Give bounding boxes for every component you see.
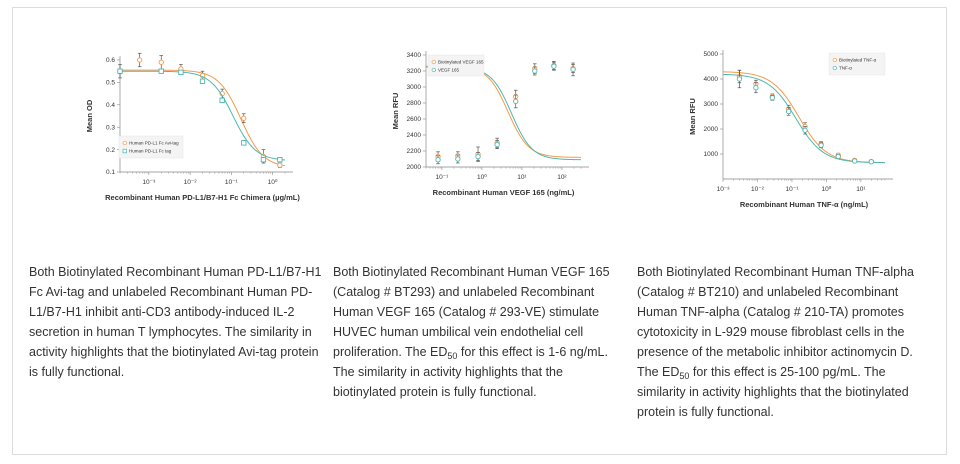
legend-box xyxy=(427,54,485,77)
x-tick-label: 10⁻¹ xyxy=(225,179,239,186)
data-point xyxy=(802,127,808,133)
data-point xyxy=(137,57,143,63)
data-point xyxy=(277,157,283,163)
y-tick-label: 1000 xyxy=(704,151,719,158)
y-tick-label: 0.3 xyxy=(106,124,115,131)
fit-curve xyxy=(722,71,886,164)
x-tick-label: 10⁻¹ xyxy=(786,186,800,193)
fit-curve xyxy=(426,65,582,158)
x-axis-title: Recombinant Human VEGF 165 (ng/mL) xyxy=(433,188,575,197)
legend-label: Biotinylated VEGF 165 xyxy=(438,60,484,65)
data-point xyxy=(178,69,184,75)
data-point xyxy=(570,66,576,73)
data-point xyxy=(241,115,247,121)
fit-curve xyxy=(722,73,886,164)
fit-curve xyxy=(426,66,582,161)
y-tick-label: 0.5 xyxy=(106,80,115,87)
pd-l1-caption: Both Biotinylated Recombinant Human PD-L… xyxy=(29,265,322,379)
data-point xyxy=(435,157,441,163)
y-tick-label: 3000 xyxy=(704,101,719,108)
y-axis-title: Mean RFU xyxy=(391,93,400,130)
x-tick-label: 10² xyxy=(557,174,567,181)
data-point xyxy=(868,159,874,165)
y-tick-label: 3000 xyxy=(407,84,422,91)
data-point xyxy=(818,142,824,148)
data-point xyxy=(241,140,247,146)
data-point xyxy=(455,156,461,162)
legend-label: VEGF 165 xyxy=(438,68,460,73)
y-axis-title: Mean OD xyxy=(85,99,94,132)
data-point xyxy=(513,98,519,105)
x-tick-label: 10⁰ xyxy=(822,185,832,193)
y-tick-label: 0.4 xyxy=(106,102,115,109)
data-point xyxy=(753,85,759,91)
data-point xyxy=(835,153,841,160)
legend-marker xyxy=(122,140,127,146)
data-point xyxy=(785,108,792,115)
data-point xyxy=(551,63,557,69)
data-point xyxy=(769,95,775,101)
pd-l1-chart: 0.1 0.2 0.3 0.4 0.5 0.6 10⁻³ 10⁻² 10⁻¹ 10⁰ Recombi… xyxy=(85,52,300,202)
legend-marker xyxy=(122,148,127,154)
y-tick-label: 0.6 xyxy=(106,57,115,64)
y-tick-label: 0.1 xyxy=(106,169,115,176)
y-tick-label: 2000 xyxy=(407,164,422,171)
data-point xyxy=(199,78,206,84)
legend-label: Biotinylated TNF-α xyxy=(839,58,877,63)
legend-label: Human PD-L1 Fc Avi-tag xyxy=(129,141,179,146)
legend-marker xyxy=(832,65,837,71)
y-tick-label: 3400 xyxy=(407,52,422,59)
y-tick-label: 2200 xyxy=(407,148,422,155)
data-point xyxy=(852,158,858,164)
data-point xyxy=(219,97,225,103)
x-axis-title: Recombinant Human PD-L1/B7-H1 Fc Chimera… xyxy=(105,193,300,202)
x-tick-label: 10⁻² xyxy=(184,179,198,186)
data-point xyxy=(277,162,283,168)
y-tick-label: 2800 xyxy=(407,100,422,107)
y-tick-label: 5000 xyxy=(704,51,719,58)
legend-marker xyxy=(431,67,436,73)
legend-label: Human PD-L1 Fc tag xyxy=(129,149,172,154)
data-point xyxy=(117,68,123,74)
data-point xyxy=(158,59,164,65)
tnf-chart: 1000 2000 3000 4000 5000 10⁻³ 10⁻² 10⁻¹ 10⁰ 10¹ Re… xyxy=(688,50,893,209)
x-tick-label: 10⁻² xyxy=(751,186,765,193)
data-point xyxy=(158,68,164,74)
data-point xyxy=(532,68,538,74)
x-tick-label: 10¹ xyxy=(517,174,527,181)
x-tick-label: 10⁰ xyxy=(477,173,487,181)
x-tick-label: 10⁻³ xyxy=(142,179,156,186)
legend-marker xyxy=(832,57,837,63)
data-point xyxy=(494,141,500,148)
data-point xyxy=(736,76,743,82)
ed50-subscript: 50 xyxy=(679,371,690,381)
x-tick-label: 10⁰ xyxy=(268,178,278,186)
chart-panel-tnf: 1000 2000 3000 4000 5000 10⁻³ 10⁻² 10⁻¹ 10⁰ 10¹ Re… xyxy=(629,8,934,456)
data-point xyxy=(475,153,481,160)
vegf-chart: 2000 2200 2400 2600 2800 3000 3200 3400 10⁻¹ 10⁰ 1… xyxy=(391,51,589,197)
fit-curve xyxy=(120,70,286,161)
y-tick-label: 2400 xyxy=(407,132,422,139)
y-tick-label: 2000 xyxy=(704,126,719,133)
x-tick-label: 10⁻¹ xyxy=(436,174,450,181)
legend-label: TNF-α xyxy=(839,66,852,71)
x-tick-label: 10⁻³ xyxy=(717,186,731,193)
chart-panel-pd-l1: 0.1 0.2 0.3 0.4 0.5 0.6 10⁻³ 10⁻² 10⁻¹ 10⁰ Recombi… xyxy=(21,8,326,456)
y-tick-label: 4000 xyxy=(704,76,719,83)
x-axis-title: Recombinant Human TNF-α (ng/mL) xyxy=(740,200,869,209)
x-tick-label: 10¹ xyxy=(856,186,866,193)
ed50-subscript: 50 xyxy=(447,351,458,361)
chart-panel-vegf: 2000 2200 2400 2600 2800 3000 3200 3400 10⁻¹ 10⁰ 1… xyxy=(325,8,630,456)
y-axis-title: Mean RFU xyxy=(688,98,697,135)
product-data-frame: 0.1 0.2 0.3 0.4 0.5 0.6 10⁻³ 10⁻² 10⁻¹ 10⁰ Recombi… xyxy=(12,7,947,455)
y-tick-label: 2600 xyxy=(407,116,422,123)
legend-marker xyxy=(431,59,436,65)
tnf-caption: Both Biotinylated Recombinant Human TNF-… xyxy=(637,265,914,419)
y-tick-label: 0.2 xyxy=(106,147,115,154)
data-point xyxy=(260,157,267,163)
vegf-caption: Both Biotinylated Recombinant Human VEGF… xyxy=(333,265,610,399)
y-tick-label: 3200 xyxy=(407,68,422,75)
legend-box xyxy=(118,135,184,159)
legend-box xyxy=(828,52,886,76)
